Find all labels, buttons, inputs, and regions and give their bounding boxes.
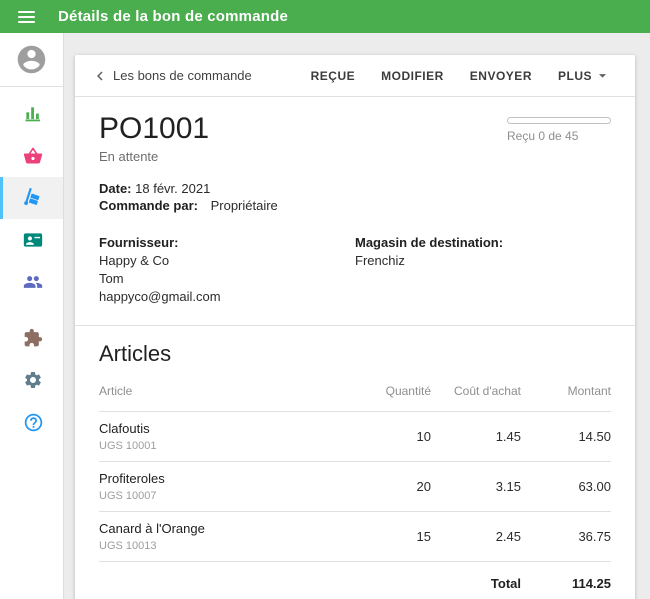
item-amount: 63.00: [521, 461, 611, 512]
menu-button[interactable]: [12, 4, 42, 30]
receive-button[interactable]: REÇUE: [310, 68, 356, 83]
total-label: Total: [490, 576, 521, 591]
back-button[interactable]: Les bons de commande: [91, 67, 252, 85]
sidebar-item-settings[interactable]: [0, 359, 63, 401]
employees-people-icon: [23, 276, 43, 288]
inventory-trolley-icon: [24, 188, 40, 206]
sidebar-item-inventory[interactable]: [0, 177, 63, 219]
item-sku: UGS 10007: [99, 490, 157, 502]
sidebar-item-reports[interactable]: [0, 93, 63, 135]
po-number: PO1001: [99, 112, 210, 145]
settings-gear-icon: [25, 372, 41, 388]
item-cost: 3.15: [431, 461, 521, 512]
table-row: Canard à l'Orange UGS 10013 15 2.45 36.7…: [99, 511, 611, 562]
chevron-down-icon: [598, 74, 607, 78]
item-quantity: 10: [341, 411, 431, 462]
sidebar-item-employees[interactable]: [0, 261, 63, 303]
account-circle-icon: [17, 45, 46, 74]
sidebar-item-profile[interactable]: [0, 33, 63, 87]
item-quantity: 20: [341, 461, 431, 512]
sidebar-item-items[interactable]: [0, 135, 63, 177]
item-quantity: 15: [341, 511, 431, 562]
main-content: Les bons de commande REÇUE MODIFIER ENVO…: [64, 33, 650, 599]
sidebar-item-apps[interactable]: [0, 317, 63, 359]
table-row: Profiteroles UGS 10007 20 3.15 63.00: [99, 461, 611, 512]
help-icon: [24, 413, 42, 431]
po-status: En attente: [99, 149, 159, 164]
received-progress: Reçu 0 de 45: [507, 117, 611, 164]
item-name: Clafoutis: [99, 421, 150, 436]
page-title: Détails de la bon de commande: [58, 8, 289, 25]
item-amount: 36.75: [521, 511, 611, 562]
order-date-line: Date: 18 févr. 2021: [99, 181, 211, 196]
table-row: Clafoutis UGS 10001 10 1.45 14.50: [99, 411, 611, 462]
articles-table: Article Quantité Coût d'achat Montant Cl…: [99, 367, 611, 599]
supplier-name: Happy & Co: [99, 253, 170, 268]
supplier-contact: Tom: [99, 271, 124, 286]
table-header-row: Article Quantité Coût d'achat Montant: [99, 367, 611, 412]
sidebar-item-help[interactable]: [0, 401, 63, 443]
order-meta: Date: 18 févr. 2021 Commande par: Propri…: [75, 168, 635, 214]
item-sku: UGS 10001: [99, 440, 157, 452]
supplier-block: Fournisseur: Happy & Co Tom happyco@gmai…: [99, 235, 355, 305]
app-bar: Détails de la bon de commande: [0, 0, 650, 33]
hamburger-icon: [18, 10, 35, 13]
item-name: Profiteroles: [99, 471, 165, 486]
total-value: 114.25: [571, 576, 611, 591]
sidebar: [0, 33, 64, 599]
po-header: PO1001 En attente Reçu 0 de 45: [75, 97, 635, 168]
apps-puzzle-icon: [24, 328, 43, 347]
ordered-by-line: Commande par: Propriétaire: [99, 198, 278, 213]
chevron-left-icon: [97, 71, 103, 80]
order-parties: Fournisseur: Happy & Co Tom happyco@gmai…: [75, 214, 635, 325]
send-button[interactable]: ENVOYER: [469, 68, 532, 83]
section-divider: [75, 325, 635, 326]
destination-block: Magasin de destination: Frenchiz: [355, 235, 503, 305]
sidebar-item-customers[interactable]: [0, 219, 63, 261]
item-amount: 14.50: [521, 411, 611, 462]
modify-button[interactable]: MODIFIER: [381, 68, 444, 83]
item-name: Canard à l'Orange: [99, 521, 205, 536]
item-cost: 2.45: [431, 511, 521, 562]
articles-heading: Articles: [99, 341, 172, 366]
column-quantity: Quantité: [341, 367, 431, 412]
toolbar-actions: REÇUE MODIFIER ENVOYER PLUS: [311, 67, 611, 84]
more-label: PLUS: [557, 68, 592, 83]
progress-label: Reçu 0 de 45: [507, 129, 579, 143]
column-article: Article: [99, 367, 341, 412]
items-basket-icon: [23, 147, 43, 164]
supplier-email: happyco@gmail.com: [99, 289, 221, 304]
reports-chart-icon: [25, 107, 40, 122]
articles-section: Articles Article Quantité Coût d'achat M…: [75, 326, 635, 599]
column-amount: Montant: [521, 367, 611, 412]
total-row: Total 114.25: [99, 562, 611, 599]
item-sku: UGS 10013: [99, 540, 157, 552]
purchase-order-card: Les bons de commande REÇUE MODIFIER ENVO…: [75, 55, 635, 599]
customers-card-icon: [23, 233, 43, 247]
progress-bar: [507, 117, 611, 124]
supplier-label: Fournisseur:: [99, 235, 179, 250]
back-label: Les bons de commande: [113, 68, 252, 83]
destination-label: Magasin de destination:: [355, 235, 504, 250]
column-cost: Coût d'achat: [431, 367, 521, 412]
destination-value: Frenchiz: [355, 253, 405, 268]
more-button[interactable]: PLUS: [558, 67, 611, 84]
item-cost: 1.45: [431, 411, 521, 462]
card-toolbar: Les bons de commande REÇUE MODIFIER ENVO…: [75, 55, 635, 97]
